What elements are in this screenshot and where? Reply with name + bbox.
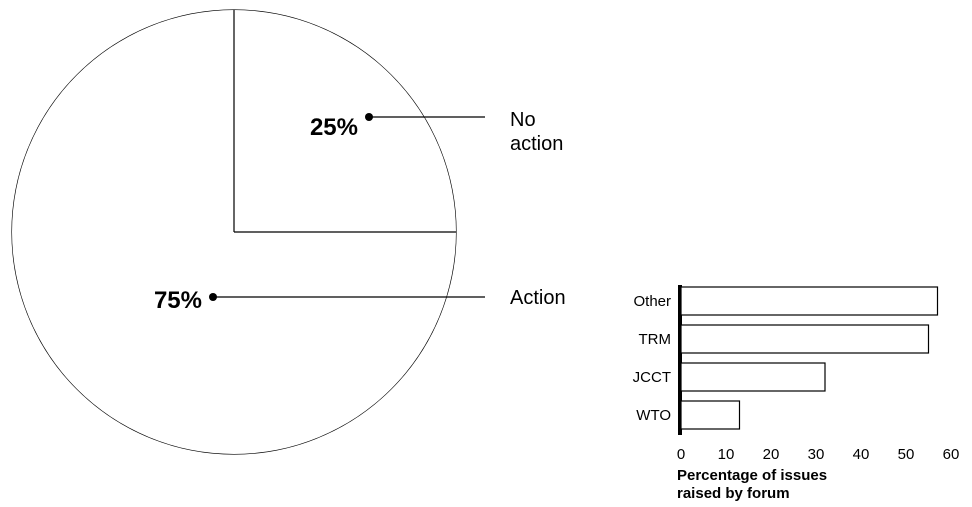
x-tick-label-60: 60 (943, 446, 960, 463)
pie-value-label-0: 25% (310, 114, 358, 141)
x-tick-label-10: 10 (718, 446, 735, 463)
pie-slice-0 (234, 10, 456, 232)
x-axis-title-line-0: Percentage of issues (677, 467, 827, 484)
bar-other (680, 286, 939, 316)
pie-slice-label-1-0: Action (510, 287, 566, 309)
pie-slice-label-0-0: No (510, 109, 536, 131)
category-label-wto: WTO (636, 407, 671, 424)
category-label-trm: TRM (639, 331, 672, 348)
y-axis-line (678, 285, 682, 435)
pie-slice-label-0-1: action (510, 133, 563, 155)
x-tick-label-20: 20 (763, 446, 780, 463)
category-label-other: Other (633, 293, 671, 310)
bar-jcct (680, 362, 826, 392)
bar-wto (680, 400, 741, 430)
x-tick-label-40: 40 (853, 446, 870, 463)
category-label-jcct: JCCT (633, 369, 671, 386)
bar-chart: Other TRM JCCT WTO 0 10 20 30 40 50 60 Percentage o… (633, 285, 960, 502)
x-axis-title-line-1: raised by forum (677, 485, 790, 502)
bar-trm (680, 324, 930, 354)
pie-value-label-1: 75% (154, 287, 202, 314)
x-tick-label-0: 0 (677, 446, 685, 463)
x-tick-label-50: 50 (898, 446, 915, 463)
x-tick-label-30: 30 (808, 446, 825, 463)
